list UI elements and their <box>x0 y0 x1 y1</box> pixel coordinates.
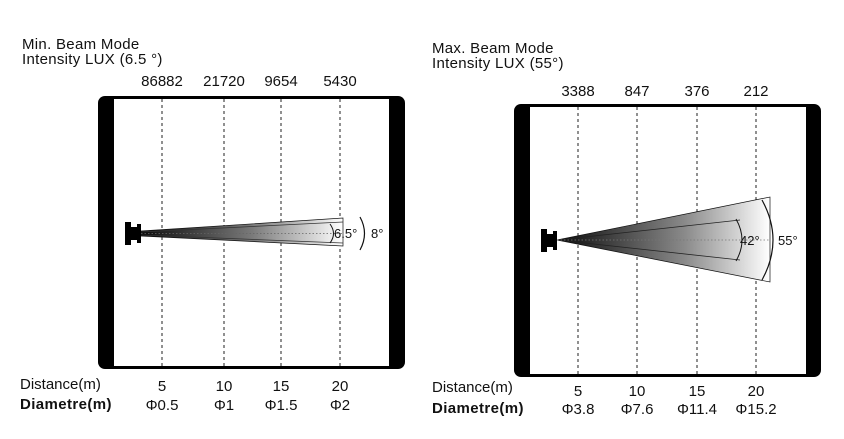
distance-label: Distance(m) <box>432 379 513 396</box>
diameter-label: Diametre(m) <box>432 400 524 417</box>
max-beam-title: Max. Beam Mode <box>432 40 554 57</box>
lux-value: 5430 <box>323 73 357 90</box>
diameter-value: Φ7.6 <box>620 401 654 418</box>
lux-value: 3388 <box>561 83 595 100</box>
diameter-value: Φ11.4 <box>676 401 718 418</box>
lux-value: 212 <box>743 83 769 100</box>
outer-angle-arc <box>359 216 366 251</box>
distance-value: 20 <box>747 383 765 400</box>
distance-value: 10 <box>215 378 233 395</box>
inner-angle-arc <box>735 218 743 262</box>
distance-value: 10 <box>628 383 646 400</box>
min-beam-intensity-title: Intensity LUX (6.5 °) <box>22 51 163 68</box>
distance-value: 15 <box>272 378 290 395</box>
distance-label: Distance(m) <box>20 376 101 393</box>
min-beam-diagram: Min. Beam Mode Intensity LUX (6.5 °) 868… <box>0 0 420 439</box>
lux-value: 376 <box>684 83 710 100</box>
diameter-value: Φ15.2 <box>735 401 777 418</box>
distance-value: 5 <box>157 378 167 395</box>
lux-value: 847 <box>624 83 650 100</box>
diameter-label: Diametre(m) <box>20 396 112 413</box>
outer-angle-arc <box>761 199 774 281</box>
outer-beam <box>556 196 771 283</box>
diameter-value: Φ1 <box>213 397 235 414</box>
diameter-value: Φ3.8 <box>561 401 595 418</box>
distance-value: 20 <box>331 378 349 395</box>
diameter-value: Φ1.5 <box>264 397 298 414</box>
inner-angle-label: 42° <box>740 233 760 248</box>
diameter-value: Φ0.5 <box>145 397 179 414</box>
inner-angle-arc <box>329 223 334 244</box>
lux-value: 9654 <box>264 73 298 90</box>
lux-value: 21720 <box>203 73 245 90</box>
distance-value: 15 <box>688 383 706 400</box>
max-beam-intensity-title: Intensity LUX (55°) <box>432 55 564 72</box>
distance-value: 5 <box>573 383 583 400</box>
outer-angle-label: 8° <box>371 226 383 241</box>
inner-angle-label: 6.5° <box>334 226 357 241</box>
fixture-icon <box>125 222 141 245</box>
fixture-icon <box>541 229 557 252</box>
diameter-value: Φ2 <box>329 397 351 414</box>
outer-angle-label: 55° <box>778 233 798 248</box>
min-beam-drawing: 6.5° 8° <box>98 96 405 369</box>
min-beam-title: Min. Beam Mode <box>22 36 140 53</box>
lux-value: 86882 <box>141 73 183 90</box>
